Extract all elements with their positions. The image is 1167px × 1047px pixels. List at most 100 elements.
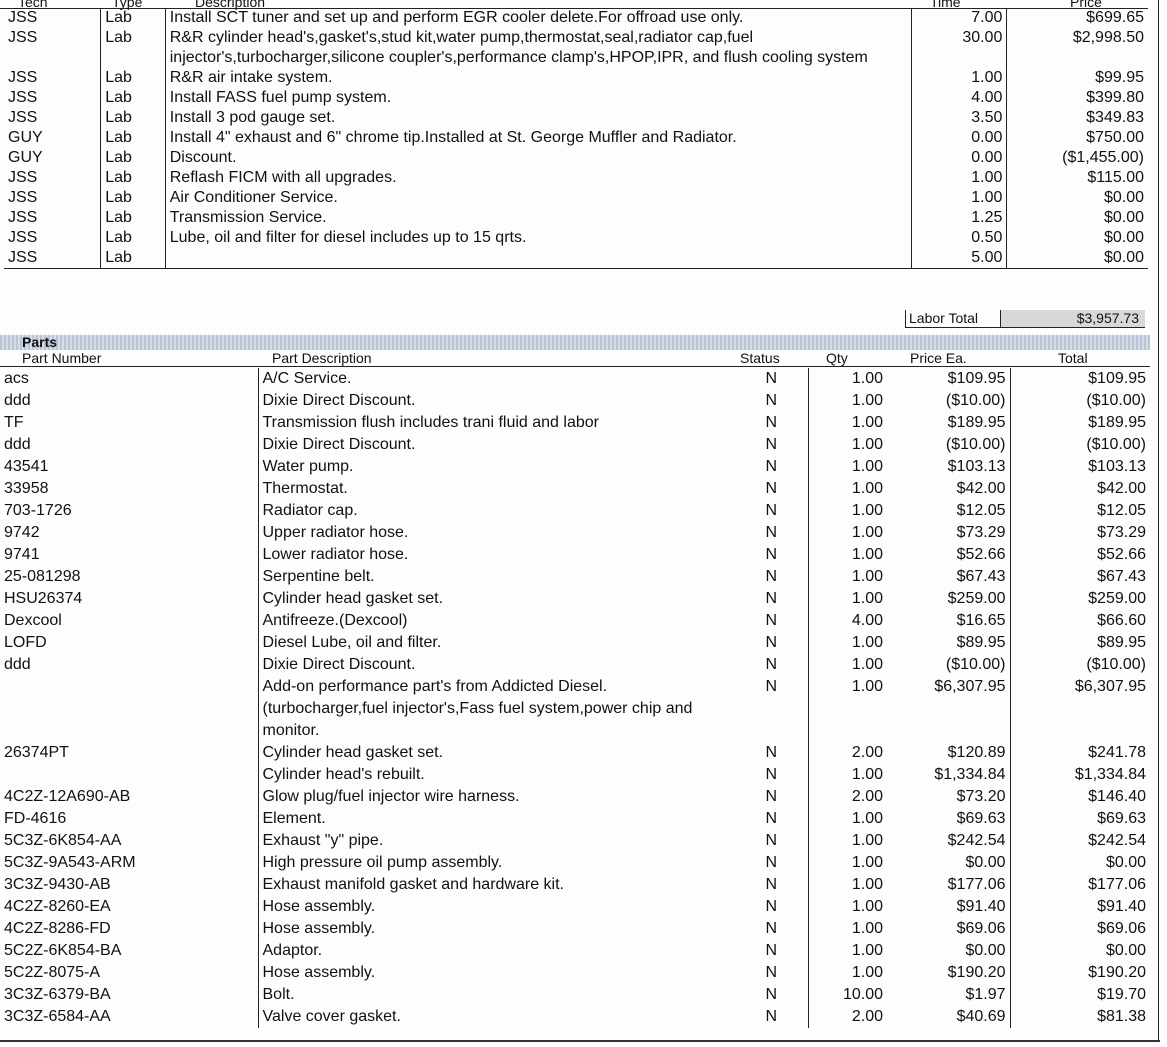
labor-price: ($1,455.00) (1006, 148, 1148, 168)
part-description: Valve cover gasket. (257, 1006, 735, 1028)
parts-row: HSU26374 Cylinder head gasket set. N 1.00 $2… (0, 588, 1150, 610)
part-status: N (765, 370, 778, 387)
part-number: 5C3Z-6K854-AA (4, 832, 122, 849)
part-description: Antifreeze.(Dexcool) (257, 610, 735, 632)
part-price-ea: $190.20 (947, 964, 1006, 981)
labor-description: R&R cylinder head's,gasket's,stud kit,wa… (164, 28, 912, 68)
part-status: N (765, 634, 778, 651)
labor-header-type: Type (112, 0, 143, 10)
part-price-ea: $259.00 (947, 590, 1006, 607)
part-price-ea: $0.00 (965, 942, 1006, 959)
labor-description: Install FASS fuel pump system. (164, 88, 912, 108)
labor-type: Lab (100, 188, 166, 208)
part-price-ea: $12.05 (956, 502, 1006, 519)
labor-row: GUY Lab Install 4" exhaust and 6" chrome t… (4, 128, 1148, 148)
parts-header-part-number: Part Number (22, 350, 102, 366)
labor-time: 1.00 (910, 168, 1007, 188)
part-price-ea: $67.43 (956, 568, 1006, 585)
part-status: N (765, 568, 778, 585)
part-number: 5C2Z-6K854-BA (4, 942, 122, 959)
labor-price: $349.83 (1006, 108, 1148, 128)
part-description: Hose assembly. (257, 918, 735, 940)
labor-row: JSS Lab Install FASS fuel pump system. 4.00… (4, 88, 1148, 108)
part-qty: 1.00 (807, 962, 887, 984)
labor-row: JSS Lab R&R cylinder head's,gasket's,stud … (4, 28, 1148, 68)
parts-row: 4C2Z-8286-FD Hose assembly. N 1.00 $69.06 $69… (0, 918, 1150, 940)
part-number: HSU26374 (4, 590, 83, 607)
part-total: $189.95 (1009, 412, 1150, 434)
part-total: $177.06 (1009, 874, 1150, 896)
part-price-ea: $120.89 (947, 744, 1006, 761)
part-number: 4C2Z-12A690-AB (4, 788, 131, 805)
labor-row: JSS Lab Install SCT tuner and set up and p… (4, 8, 1148, 28)
part-total: $103.13 (1009, 456, 1150, 478)
part-total: $69.63 (1009, 808, 1150, 830)
parts-row: 703-1726 Radiator cap. N 1.00 $12.05 $12.05 (0, 500, 1150, 522)
part-qty: 1.00 (807, 500, 887, 522)
part-total: $0.00 (1009, 852, 1150, 874)
part-total: $0.00 (1009, 940, 1150, 962)
part-status: N (765, 590, 778, 607)
part-status: N (765, 480, 778, 497)
parts-row: 5C2Z-6K854-BA Adaptor. N 1.00 $0.00 $0.00 (0, 940, 1150, 962)
labor-header-time: Time (930, 0, 961, 10)
part-status: N (765, 920, 778, 937)
parts-row: 43541 Water pump. N 1.00 $103.13 $103.13 (0, 456, 1150, 478)
labor-tech: JSS (8, 229, 38, 246)
part-status: N (765, 546, 778, 563)
parts-row: Cylinder head's rebuilt. N 1.00 $1,334.84 $1… (0, 764, 1150, 786)
part-qty: 10.00 (807, 984, 887, 1006)
part-price-ea: $52.66 (956, 546, 1006, 563)
labor-tech: JSS (8, 209, 38, 226)
parts-row: 25-081298 Serpentine belt. N 1.00 $67.43 $67.… (0, 566, 1150, 588)
part-description: Cylinder head's rebuilt. (257, 764, 735, 786)
part-description: Adaptor. (257, 940, 735, 962)
parts-row: 9741 Lower radiator hose. N 1.00 $52.66 $52.6… (0, 544, 1150, 566)
part-status: N (765, 414, 778, 431)
part-total: $42.00 (1009, 478, 1150, 500)
labor-total: Labor Total $3,957.73 (905, 310, 1145, 328)
labor-price: $399.80 (1006, 88, 1148, 108)
parts-row: 4C2Z-8260-EA Hose assembly. N 1.00 $91.40 $91… (0, 896, 1150, 918)
part-price-ea: $1,334.84 (934, 766, 1006, 783)
part-description: Element. (257, 808, 735, 830)
labor-time: 1.00 (910, 68, 1007, 88)
labor-description: Discount. (164, 148, 912, 168)
part-status: N (765, 898, 778, 915)
part-qty: 2.00 (807, 786, 887, 808)
part-status: N (765, 744, 778, 761)
part-description: Thermostat. (257, 478, 735, 500)
part-number: 3C3Z-9430-AB (4, 876, 111, 893)
part-qty: 1.00 (807, 918, 887, 940)
labor-row: JSS Lab R&R air intake system. 1.00 $99.95 (4, 68, 1148, 88)
labor-tech: JSS (8, 89, 38, 106)
part-description: Cylinder head gasket set. (257, 742, 735, 764)
labor-total-value: $3,957.73 (1001, 310, 1145, 327)
part-number: TF (4, 414, 24, 431)
part-total: $146.40 (1009, 786, 1150, 808)
part-qty: 1.00 (807, 874, 887, 896)
part-status: N (765, 766, 778, 783)
labor-row: GUY Lab Discount. 0.00 ($1,455.00) (4, 148, 1148, 168)
part-total: $69.06 (1009, 918, 1150, 940)
labor-type: Lab (100, 168, 166, 188)
part-total: $12.05 (1009, 500, 1150, 522)
labor-price: $0.00 (1006, 228, 1148, 248)
part-qty: 1.00 (807, 896, 887, 918)
labor-time: 0.00 (910, 128, 1007, 148)
part-total: ($10.00) (1009, 390, 1150, 412)
part-description: Exhaust "y" pipe. (257, 830, 735, 852)
part-status: N (765, 458, 778, 475)
part-qty: 1.00 (807, 434, 887, 456)
parts-row: ddd Dixie Direct Discount. N 1.00 ($10.00) ($… (0, 434, 1150, 456)
part-price-ea: $40.69 (956, 1008, 1006, 1025)
part-description: Dixie Direct Discount. (257, 434, 735, 456)
part-description: Add-on performance part's from Addicted … (257, 676, 735, 742)
part-description: Water pump. (257, 456, 735, 478)
labor-tech: JSS (8, 169, 38, 186)
part-description: Transmission flush includes trani fluid … (257, 412, 735, 434)
parts-row: acs A/C Service. N 1.00 $109.95 $109.95 (0, 368, 1150, 390)
part-qty: 1.00 (807, 544, 887, 566)
labor-tech: JSS (8, 109, 38, 126)
part-qty: 1.00 (807, 632, 887, 654)
